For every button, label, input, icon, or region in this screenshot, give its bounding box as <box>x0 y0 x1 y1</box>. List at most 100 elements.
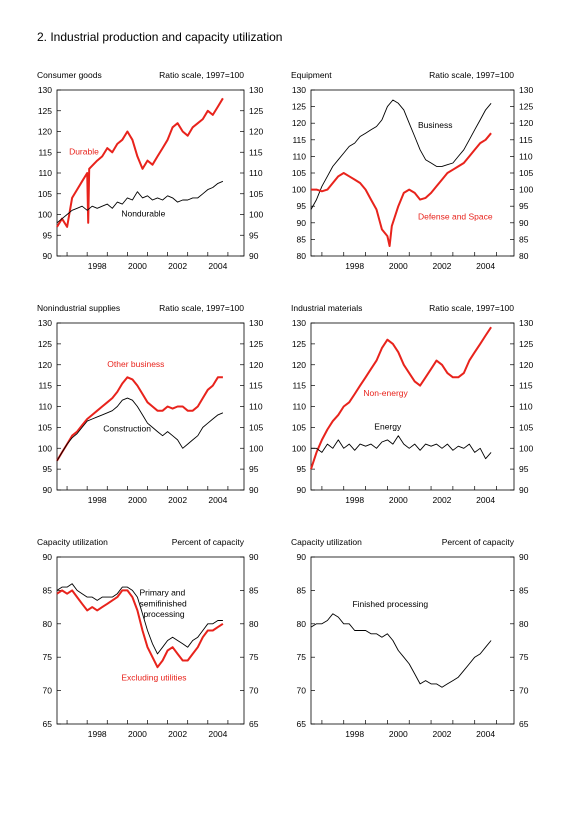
chart-title: Nonindustrial supplies <box>37 303 120 313</box>
series-annotation: Excluding utilities <box>121 673 186 683</box>
y-tick-label-right: 95 <box>249 464 259 474</box>
y-tick-label-right: 115 <box>519 381 533 391</box>
x-tick-label: 2002 <box>168 729 187 739</box>
y-tick-label-right: 90 <box>249 251 259 261</box>
y-tick-label-left: 105 <box>38 422 52 432</box>
series-line-finished-processing <box>310 613 492 688</box>
y-tick-label-left: 120 <box>38 360 52 370</box>
y-tick-label-left: 90 <box>297 218 307 228</box>
y-tick-label-right: 115 <box>249 147 263 157</box>
y-tick-label-right: 110 <box>519 402 533 412</box>
series-line-non-energy <box>310 326 492 470</box>
chart-panel-3: Nonindustrial supplies Ratio scale, 1997=… <box>37 303 263 505</box>
y-tick-label-left: 80 <box>297 619 307 629</box>
y-tick-label-right: 70 <box>249 686 259 696</box>
chart-title: Industrial materials <box>291 303 362 313</box>
series-annotation: Construction <box>103 424 151 434</box>
x-tick-label: 2004 <box>476 495 495 505</box>
y-tick-label-right: 85 <box>519 585 529 595</box>
x-tick-label: 2004 <box>208 729 227 739</box>
figure-title: 2. Industrial production and capacity ut… <box>37 30 283 44</box>
y-tick-label-left: 110 <box>292 151 306 161</box>
y-tick-label-right: 90 <box>519 218 529 228</box>
y-tick-label-right: 70 <box>519 686 529 696</box>
y-tick-label-right: 115 <box>519 135 533 145</box>
y-tick-label-right: 100 <box>249 443 263 453</box>
y-tick-label-left: 80 <box>297 251 307 261</box>
y-tick-label-left: 85 <box>297 585 307 595</box>
y-tick-label-left: 65 <box>297 719 307 729</box>
y-tick-label-right: 95 <box>519 201 529 211</box>
x-tick-label: 1998 <box>345 495 364 505</box>
y-tick-label-right: 65 <box>519 719 529 729</box>
y-tick-label-right: 105 <box>249 189 263 199</box>
plot-frame <box>310 89 515 257</box>
unit-label: Percent of capacity <box>172 537 245 547</box>
y-tick-label-right: 90 <box>249 552 259 562</box>
y-tick-label-right: 125 <box>519 339 533 349</box>
series-line-other-business <box>56 376 223 462</box>
y-tick-label-left: 80 <box>43 619 53 629</box>
y-tick-label-left: 100 <box>38 443 52 453</box>
y-tick-label-left: 130 <box>38 318 52 328</box>
y-tick-label-left: 100 <box>38 210 52 220</box>
series-line-nondurable <box>56 180 224 224</box>
unit-label: Ratio scale, 1997=100 <box>429 303 514 313</box>
y-tick-label-right: 85 <box>249 585 259 595</box>
x-tick-label: 2000 <box>128 261 147 271</box>
y-tick-label-left: 85 <box>43 585 53 595</box>
x-tick-label: 2002 <box>168 261 187 271</box>
y-tick-label-right: 105 <box>249 422 263 432</box>
x-tick-label: 2002 <box>433 729 452 739</box>
y-tick-label-left: 65 <box>43 719 53 729</box>
y-tick-label-left: 100 <box>292 443 306 453</box>
y-tick-label-right: 110 <box>519 151 533 161</box>
y-tick-label-right: 130 <box>519 85 533 95</box>
x-tick-label: 2000 <box>128 729 147 739</box>
y-tick-label-right: 115 <box>249 381 263 391</box>
y-tick-label-right: 125 <box>519 102 533 112</box>
y-tick-label-left: 75 <box>297 652 307 662</box>
y-tick-label-right: 125 <box>249 106 263 116</box>
y-tick-label-right: 100 <box>519 443 533 453</box>
y-tick-label-right: 80 <box>249 619 259 629</box>
y-tick-label-left: 120 <box>38 127 52 137</box>
y-tick-label-right: 130 <box>519 318 533 328</box>
series-line-excluding-utilities <box>56 589 224 669</box>
y-tick-label-right: 80 <box>519 619 529 629</box>
chart-panel-5: Capacity utilization Percent of capacity 6… <box>37 537 259 739</box>
series-annotation: Non-energy <box>363 388 408 398</box>
plot-frame <box>56 322 245 491</box>
series-annotation: Business <box>418 120 453 130</box>
series-line-durable <box>56 97 224 228</box>
y-tick-label-left: 95 <box>43 464 53 474</box>
y-tick-label-left: 115 <box>292 135 306 145</box>
y-tick-label-right: 105 <box>519 168 533 178</box>
y-tick-label-left: 100 <box>292 185 306 195</box>
y-tick-label-right: 120 <box>519 360 533 370</box>
series-annotation: Finished processing <box>352 599 428 609</box>
unit-label: Ratio scale, 1997=100 <box>429 70 514 80</box>
y-tick-label-left: 90 <box>297 552 307 562</box>
y-tick-label-left: 115 <box>38 381 52 391</box>
y-tick-label-left: 115 <box>38 147 52 157</box>
series-annotation: Durable <box>69 146 99 156</box>
y-tick-label-right: 110 <box>249 168 263 178</box>
y-tick-label-left: 75 <box>43 652 53 662</box>
y-tick-label-left: 70 <box>297 686 307 696</box>
plot-frame <box>310 556 515 725</box>
y-tick-label-left: 95 <box>297 201 307 211</box>
y-tick-label-left: 105 <box>292 422 306 432</box>
chart-title: Equipment <box>291 70 332 80</box>
x-tick-label: 1998 <box>345 729 364 739</box>
y-tick-label-right: 85 <box>519 234 529 244</box>
y-tick-label-left: 110 <box>38 168 52 178</box>
y-tick-label-left: 130 <box>292 318 306 328</box>
y-tick-label-right: 120 <box>519 118 533 128</box>
y-tick-label-right: 95 <box>519 464 529 474</box>
x-tick-label: 2000 <box>389 729 408 739</box>
y-tick-label-left: 105 <box>38 189 52 199</box>
series-annotation: Energy <box>374 421 402 431</box>
y-tick-label-left: 120 <box>292 360 306 370</box>
y-tick-label-right: 75 <box>249 652 259 662</box>
